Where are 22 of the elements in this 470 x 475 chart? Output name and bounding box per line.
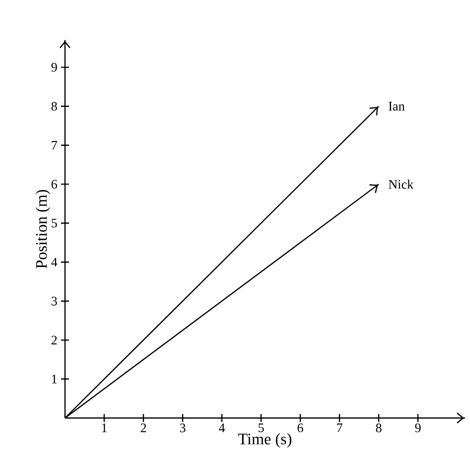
y-tick-label: 5 <box>52 218 57 228</box>
x-tick-label: 5 <box>258 424 264 432</box>
x-tick-label: 7 <box>337 424 342 432</box>
x-tick-label: 6 <box>298 424 304 432</box>
y-tick-label: 7 <box>52 140 58 150</box>
y-tick-label: 4 <box>51 258 58 266</box>
x-tick-label: 2 <box>140 424 146 432</box>
y-tick-label: 8 <box>51 102 57 111</box>
x-tick-label: 9 <box>415 424 421 432</box>
y-tick-label: 6 <box>52 180 58 189</box>
x-axis-title: Time (s) <box>238 433 292 448</box>
y-tick-label: 9 <box>51 62 57 72</box>
y-tick-label: 3 <box>52 296 57 306</box>
x-tick-label: 3 <box>180 424 186 432</box>
x-tick-label: 8 <box>376 424 382 432</box>
x-tick-label: 1 <box>102 424 107 432</box>
y-axis-title: Position (m) <box>36 190 50 268</box>
y-tick-label: 2 <box>52 336 57 344</box>
y-tick-label: 1 <box>52 374 57 384</box>
x-tick-label: 4 <box>218 424 225 432</box>
legend-label: Ian <box>388 102 405 111</box>
legend-label: Nick <box>388 180 414 189</box>
